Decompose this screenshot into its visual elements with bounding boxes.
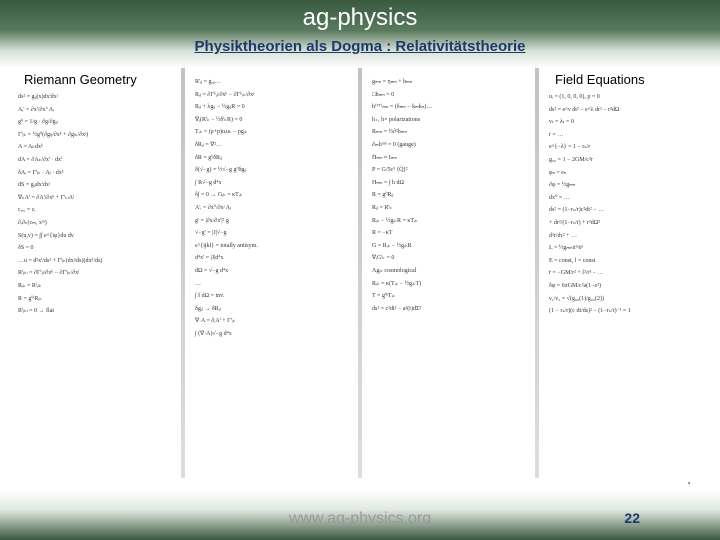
equation-line: □hₘₙ = 0 — [368, 91, 529, 101]
equation-line: T = gⁱᵏTᵢₖ — [368, 292, 529, 302]
equation-line: δR = gⁱʲδRᵢⱼ — [191, 154, 352, 164]
equation-line: ∂ₘhᵐⁿ = 0 (gauge) — [368, 141, 529, 151]
equation-line: gₘₙ = ηₘₙ + hₘₙ — [368, 78, 529, 88]
equation-line: A = Aₖdxᵏ — [14, 143, 175, 153]
equation-line: d⁴x' = |J|d⁴x — [191, 254, 352, 264]
equation-line: d²r/dτ² + … — [545, 232, 706, 242]
equation-line: ∂φ = ½gₘₙ — [545, 181, 706, 191]
equation-line: ds² = gᵢⱼ(x)dxⁱdxʲ — [14, 93, 175, 103]
equation-line: … — [191, 280, 352, 290]
equation-line: ds² = (1−rₛ/r)c²dt² − … — [545, 206, 706, 216]
equation-line: ∫ f dΩ = inv. — [191, 292, 352, 302]
slide-header: ag-physics Physiktheorien als Dogma : Re… — [0, 0, 720, 68]
equation-line: ∂ᵢ∂ₖ(cₘ, xᵐ) — [14, 219, 175, 229]
site-title: ag-physics — [303, 4, 418, 32]
equation-line: E = const, l = const — [545, 257, 706, 267]
equation-line: L = ½gₘₙẋᵐẋⁿ — [545, 244, 706, 254]
equation-line: e^{−λ} = 1 − rₛ/r — [545, 143, 706, 153]
equation-line: νₜ = λₜ = 0 — [545, 118, 706, 128]
equation-line: Rᵢⱼ + λgᵢⱼ − ½gᵢⱼR = 0 — [191, 103, 352, 113]
column-3: gₘₙ = ηₘₙ + hₘₙ □hₘₙ = 0 h⁽ᵀᵀ⁾ₘₙ = (δₘₙ − … — [362, 68, 535, 478]
column-4: Field Equations uᵢ = (1, 0, 0, 0), p = 0… — [539, 68, 712, 478]
equation-line: cₓᵢᵤ = cᵢ — [14, 206, 175, 216]
equation-line: ε^{ijkl} = totally antisym. — [191, 242, 352, 252]
col-header-4: Field Equations — [545, 72, 706, 87]
equation-line: ds² = e^ν dt² − e^λ dr² − r²dΩ — [545, 106, 706, 116]
slide-subtitle: Physiktheorien als Dogma : Relativitätst… — [195, 38, 526, 55]
equation-line: ∫ R√−g d⁴x — [191, 179, 352, 189]
equation-line: …u = d²xⁱ/ds² + Γⁱⱼₖ(dxʲ/ds)(dxᵏ/ds) — [14, 257, 175, 267]
equation-line: Γⁱⱼₖ = ½gⁱˡ(∂gₗⱼ/∂xᵏ + ∂gₗₖ/∂xʲ) — [14, 131, 175, 141]
equation-line: Rᵢₖ = Rˡᵢₗₖ — [14, 282, 175, 292]
equation-line: P = G/5c⁵ ⟨Q̈⟩² — [368, 166, 529, 176]
slide-footer: www.ag-physics.org — [0, 490, 720, 540]
equation-line: Tᵢₖ = (ρ+p)uᵢuₖ − pgᵢₖ — [191, 128, 352, 138]
eq-list-4: uᵢ = (1, 0, 0, 0), p = 0 ds² = e^ν dt² − … — [545, 93, 706, 317]
equation-line: (1 − rₛ/r)(c dt/ds)² − (1−rₛ/r)⁻¹ = 1 — [545, 307, 706, 317]
equation-line: Rᵢⱼ = Rⁱₖ — [368, 204, 529, 214]
equation-line: dA = ∂Aₖ/∂xⁱ · dxⁱ — [14, 156, 175, 166]
equation-line: R = −κT — [368, 229, 529, 239]
equation-line: dx⁰ = … — [545, 194, 706, 204]
equation-line: dΩ = √−g d⁴x — [191, 267, 352, 277]
equation-line: Rᵢₖ − ½gᵢₖR = κTᵢₖ — [368, 217, 529, 227]
equation-line: r̈ = −GM/r² + l²/r³ − … — [545, 269, 706, 279]
equation-line: G = Rᵢₖ − ½gᵢₖR — [368, 242, 529, 252]
equation-line: Rⁱⱼₖₗ = ∂Γⁱⱼₗ/∂xᵏ − ∂Γⁱⱼₖ/∂xˡ — [14, 269, 175, 279]
equation-line: ν₁/ν₂ = √(g₀₀(1)/g₀₀(2)) — [545, 295, 706, 305]
equation-line: δRᵢⱼ = ∇²… — [191, 141, 352, 151]
equation-line: + dr²/(1−rₛ/r) + r²dΩ² — [545, 219, 706, 229]
page-number-main: 22 — [624, 510, 640, 526]
equation-line: A'ᵢ = ∂x'ⁱ/∂xʲ Aⱼ — [191, 204, 352, 214]
equation-line: gⁱʲ = 1/g · ∂g/∂gᵢⱼ — [14, 118, 175, 128]
equation-line: ∇ᵢGⁱₖ = 0 — [368, 254, 529, 264]
column-2: R'ᵢⱼ = gₐᵦ… Rᵢⱼ = ∂Γᵏᵢⱼ/∂xᵏ − ∂Γᵏᵢₖ/∂xʲ Rᵢ… — [185, 68, 358, 478]
equation-line: ∇·A = ∂ᵢAⁱ + Γⁱᵢₖ — [191, 317, 352, 327]
equation-line: R'ᵢⱼ = gₐᵦ… — [191, 78, 352, 88]
equation-line: ∇ₖAⁱ = ∂Aⁱ/∂xᵏ + ΓⁱₖₗAˡ — [14, 194, 175, 204]
footer-url: www.ag-physics.org — [289, 510, 431, 528]
equation-line: δ∫ = 0 → Gᵢₖ = κTᵢₖ — [191, 191, 352, 201]
equation-line: √−g' = |J|√−g — [191, 229, 352, 239]
equation-line: Rₘₙ = ½∂²hₘₙ — [368, 128, 529, 138]
equation-line: R = gⁱʲRᵢⱼ — [368, 191, 529, 201]
equation-line: g' = |∂x/∂x'|² g — [191, 217, 352, 227]
equation-line: Aᵢ' = ∂xⁱ/∂x'ⁱ Aᵢ — [14, 106, 175, 116]
equation-line: ∫ (∇·A)√−g d⁴x — [191, 330, 352, 340]
equation-line: h₊, h× polarizations — [368, 116, 529, 126]
eq-list-1: ds² = gᵢⱼ(x)dxⁱdxʲ Aᵢ' = ∂xⁱ/∂x'ⁱ Aᵢ gⁱʲ =… — [14, 93, 175, 317]
equation-line: g₀₀ = 1 − 2GM/c²r — [545, 156, 706, 166]
equation-line: uᵢ = (1, 0, 0, 0), p = 0 — [545, 93, 706, 103]
equation-line: r = … — [545, 131, 706, 141]
equation-line: Hₘₙ = ∫ h dΩ — [368, 179, 529, 189]
equation-line: h⁽ᵀᵀ⁾ₘₙ = (δₘₙ − kₘkₙ)… — [368, 103, 529, 113]
equation-line: S(u,v) = ∫∫ e^{iφ}du dv — [14, 232, 175, 242]
equation-line: δS = 0 — [14, 244, 175, 254]
equation-line: φₙ = eₙ — [545, 169, 706, 179]
eq-list-3: gₘₙ = ηₘₙ + hₘₙ □hₘₙ = 0 h⁽ᵀᵀ⁾ₘₙ = (δₘₙ − … — [368, 78, 529, 314]
equation-line: δgᵢⱼ → δRᵢⱼ — [191, 305, 352, 315]
equation-line: Rⁱⱼₖₗ = 0 → flat — [14, 307, 175, 317]
equation-line: R = gⁱᵏRᵢₖ — [14, 295, 175, 305]
equation-line: ∇ᵢ(Rⁱₖ − ½δⁱₖR) = 0 — [191, 116, 352, 126]
equation-line: δφ = 6πGM/c²a(1−e²) — [545, 282, 706, 292]
equation-line: ds² = c²dt² − a²(t)dΣ² — [368, 305, 529, 315]
equation-line: δAᵢ = Γⁱⱼₖ · Aⱼ · dxᵏ — [14, 169, 175, 179]
equation-line: δ(√−g) = ½√−g gⁱʲδgᵢⱼ — [191, 166, 352, 176]
equation-line: dS = gᵢⱼdxⁱdxʲ — [14, 181, 175, 191]
equation-line: Rᵢⱼ = ∂Γᵏᵢⱼ/∂xᵏ − ∂Γᵏᵢₖ/∂xʲ — [191, 91, 352, 101]
equation-line: Rᵢₖ = κ(Tᵢₖ − ½gᵢₖT) — [368, 280, 529, 290]
eq-list-2: R'ᵢⱼ = gₐᵦ… Rᵢⱼ = ∂Γᵏᵢⱼ/∂xᵏ − ∂Γᵏᵢₖ/∂xʲ Rᵢ… — [191, 78, 352, 339]
column-1: Riemann Geometry ds² = gᵢⱼ(x)dxⁱdxʲ Aᵢ' =… — [8, 68, 181, 478]
equation-line: Λgᵢₖ cosmological — [368, 267, 529, 277]
col-header-1: Riemann Geometry — [14, 72, 175, 87]
content-area: Riemann Geometry ds² = gᵢⱼ(x)dxⁱdxʲ Aᵢ' =… — [0, 68, 720, 478]
equation-line: Ḧₘₙ ≈ Iₘₙ — [368, 154, 529, 164]
